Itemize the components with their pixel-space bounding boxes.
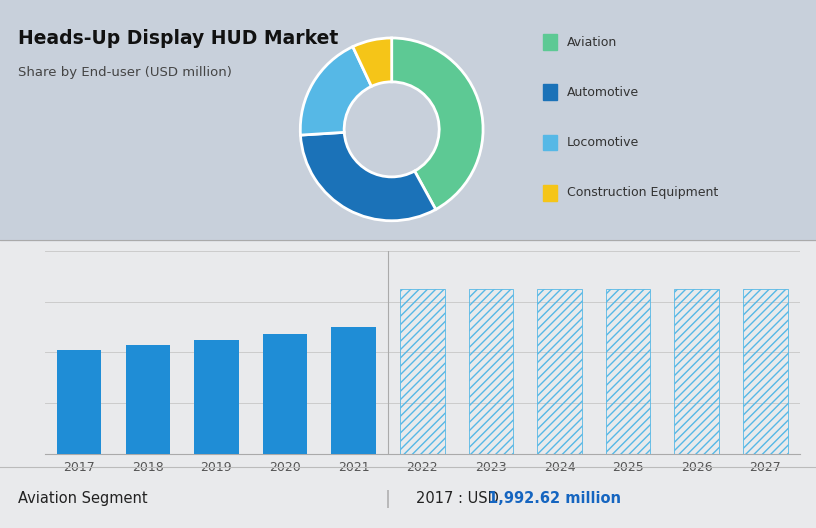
Bar	[400, 289, 445, 454]
Text: Share by End-user (USD million): Share by End-user (USD million)	[18, 66, 232, 79]
Bar	[743, 289, 787, 454]
Bar	[126, 345, 170, 454]
Bar	[194, 340, 239, 454]
Bar	[468, 289, 513, 454]
Bar	[675, 289, 719, 454]
Text: Heads-Up Display HUD Market: Heads-Up Display HUD Market	[18, 29, 338, 48]
Bar	[331, 327, 376, 454]
Text: 2017 : USD: 2017 : USD	[416, 492, 503, 506]
Text: |: |	[384, 490, 391, 508]
Bar	[57, 350, 101, 454]
Text: Aviation Segment: Aviation Segment	[18, 492, 148, 506]
Text: Construction Equipment: Construction Equipment	[567, 186, 718, 199]
Wedge shape	[300, 46, 371, 135]
Wedge shape	[392, 38, 483, 210]
Wedge shape	[300, 133, 436, 221]
Text: Locomotive: Locomotive	[567, 136, 640, 149]
Bar	[537, 289, 582, 454]
Bar	[263, 334, 308, 454]
Text: Automotive: Automotive	[567, 86, 639, 99]
Text: 1,992.62 million: 1,992.62 million	[488, 492, 621, 506]
Wedge shape	[353, 38, 392, 87]
Text: Aviation: Aviation	[567, 36, 618, 49]
Bar	[605, 289, 650, 454]
